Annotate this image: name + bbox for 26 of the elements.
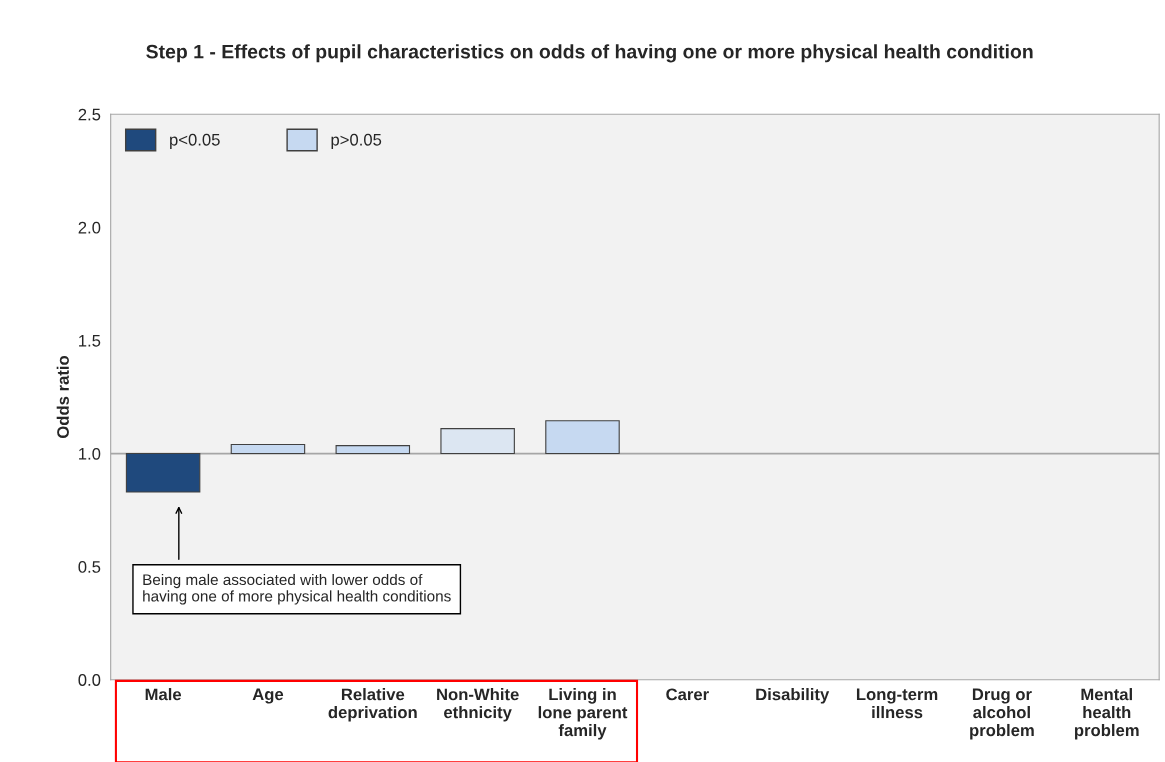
x-tick-label: Carer <box>666 688 709 701</box>
annotation: Being male associated with lower odds of having one of more physical health conditions <box>143 573 451 605</box>
x-tick-label: Non-White ethnicity <box>437 688 519 722</box>
bar <box>335 445 411 455</box>
y-axis-title: Odds ratio <box>56 355 69 438</box>
x-tick-label: Mental health problem <box>1074 688 1139 740</box>
legend-label: p>0.05 <box>331 133 382 149</box>
bar <box>230 443 306 455</box>
chart-title: Step 1 - Effects of pupil characteristics on odds of having one or more physical health condition <box>146 44 1033 63</box>
y-tick-label: 0.5 <box>78 561 101 573</box>
bar <box>545 420 620 455</box>
bar <box>440 428 515 455</box>
y-tick-label: 0.0 <box>78 674 101 686</box>
y-tick-label: 1.0 <box>79 447 101 460</box>
x-tick-label: Long-term illness <box>856 688 938 719</box>
x-tick-label: Relative deprivation <box>328 688 417 722</box>
bar <box>125 452 201 493</box>
y-tick-label: 2.5 <box>78 108 101 121</box>
x-tick-label: Drug or alcohol problem <box>970 688 1034 740</box>
x-tick-label: Age <box>252 688 284 704</box>
x-tick-label: Male <box>145 688 182 701</box>
x-tick-label: Living in lone parent family <box>538 688 628 740</box>
y-tick-label: 2.0 <box>78 221 101 234</box>
legend-label: p<0.05 <box>170 133 220 149</box>
x-tick-label: Disability <box>756 688 830 704</box>
y-tick-label: 1.5 <box>79 335 101 347</box>
